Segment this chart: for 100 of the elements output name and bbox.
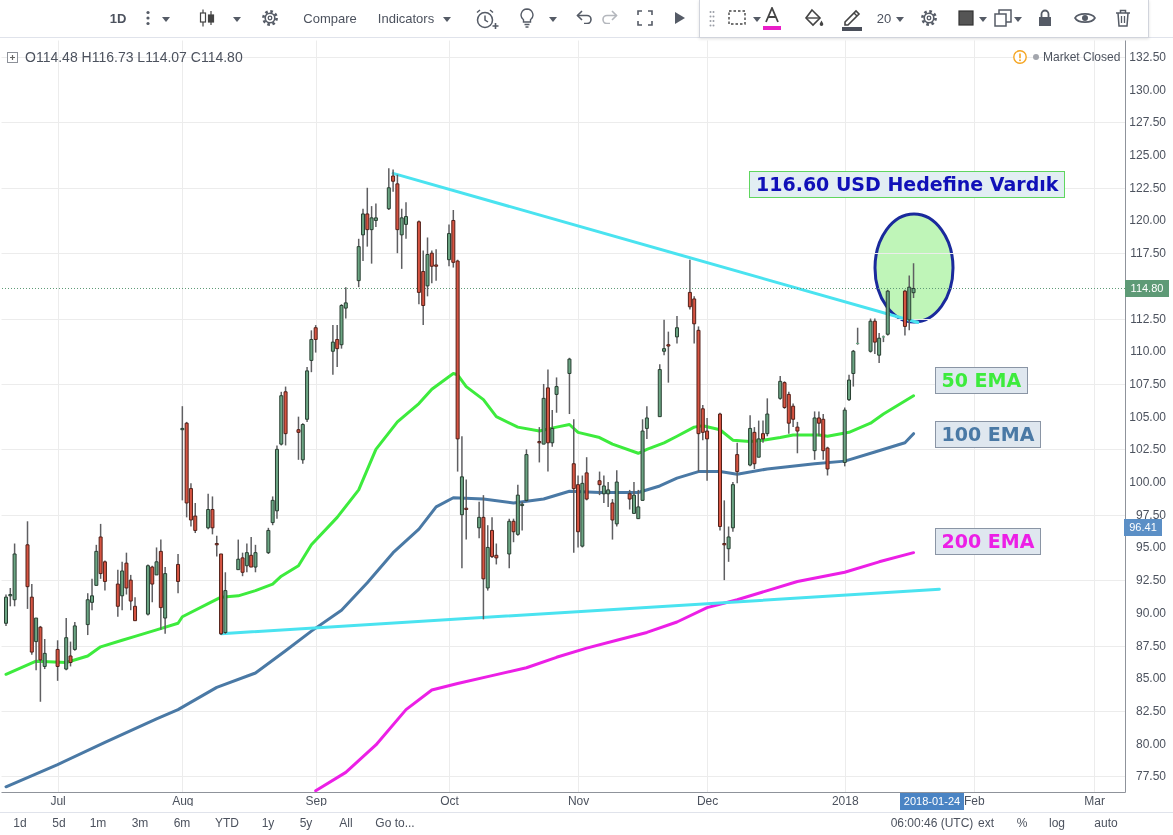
y-tick-label: 130.00 bbox=[1129, 82, 1167, 97]
candlestick bbox=[631, 481, 636, 515]
y-tick-label: 107.50 bbox=[1129, 376, 1167, 391]
text: % bbox=[1016, 816, 1028, 830]
y-tick-label: 90.00 bbox=[1135, 605, 1167, 620]
annotation: O114.48 H116.73 L114.07 C114.80 bbox=[25, 49, 243, 65]
x-tick-label: 2018 bbox=[831, 793, 859, 808]
candlestick bbox=[662, 319, 667, 356]
y-tick-label: 100.00 bbox=[1129, 475, 1167, 490]
y-tick-label: 110.00 bbox=[1130, 344, 1167, 359]
y-tick-label: 112.50 bbox=[1130, 311, 1167, 326]
candlestick bbox=[249, 536, 254, 568]
candlestick bbox=[42, 638, 47, 670]
x-tick-label: Nov bbox=[567, 793, 590, 808]
candlestick bbox=[68, 640, 73, 668]
x-tick-label: Dec bbox=[696, 793, 719, 808]
candlestick bbox=[296, 415, 301, 461]
candlestick bbox=[72, 621, 77, 652]
text: 2018-01-24 bbox=[900, 793, 964, 810]
y-tick-label: 80.00 bbox=[1135, 736, 1167, 751]
y-tick-label: 127.50 bbox=[1129, 115, 1167, 130]
candlestick bbox=[373, 202, 378, 228]
text: 20 bbox=[876, 10, 892, 26]
candlestick bbox=[236, 538, 241, 571]
text: auto bbox=[1094, 816, 1118, 830]
candlestick bbox=[761, 419, 765, 444]
text: 1m bbox=[89, 816, 107, 830]
text: Go to... bbox=[375, 816, 415, 830]
candlestick bbox=[313, 324, 318, 354]
candlestick bbox=[606, 481, 611, 508]
candlestick bbox=[150, 565, 155, 604]
y-tick-label: 117.50 bbox=[1130, 246, 1167, 261]
candlestick bbox=[309, 329, 314, 373]
text: 06:00:46 (UTC) bbox=[890, 816, 974, 830]
candlestick bbox=[330, 324, 335, 376]
candlestick bbox=[756, 419, 761, 458]
annotation: Market Closed bbox=[1043, 50, 1121, 64]
line-series bbox=[4, 432, 916, 789]
x-tick-label: Feb bbox=[963, 793, 985, 808]
y-tick-label: 85.00 bbox=[1135, 671, 1167, 686]
candlestick bbox=[369, 205, 374, 265]
series-label: 50 EMA bbox=[934, 367, 1029, 395]
candlestick bbox=[537, 426, 542, 464]
line-series bbox=[4, 372, 916, 676]
x-tick-label: Jul bbox=[50, 793, 66, 808]
x-tick-label: Oct bbox=[440, 793, 460, 808]
candlestick bbox=[176, 553, 181, 594]
y-tick-label: 87.50 bbox=[1135, 638, 1167, 653]
candlestick bbox=[674, 315, 679, 345]
candlestick bbox=[386, 167, 391, 211]
y-tick-label: 77.50 bbox=[1135, 769, 1167, 784]
candlestick bbox=[851, 349, 856, 388]
candlestick bbox=[554, 376, 559, 414]
ref-line-label: 114.80 bbox=[1125, 279, 1169, 297]
candlestick bbox=[735, 442, 740, 485]
candlestick bbox=[206, 493, 211, 530]
candlestick bbox=[266, 527, 271, 555]
x-tick-label: Mar bbox=[1084, 793, 1106, 808]
y-tick-label: 92.50 bbox=[1135, 573, 1167, 588]
y-tick-label: 132.50 bbox=[1129, 50, 1167, 64]
candlestick bbox=[511, 517, 516, 543]
candlestick bbox=[847, 374, 852, 402]
series-label: 100 EMA bbox=[934, 421, 1042, 449]
text: Compare bbox=[303, 10, 357, 26]
candlestick bbox=[434, 248, 439, 282]
y-tick-label: 125.00 bbox=[1129, 148, 1167, 163]
candlestick bbox=[34, 617, 39, 672]
y-tick-label: 120.00 bbox=[1129, 213, 1167, 228]
y-tick-label: 105.00 bbox=[1129, 409, 1167, 424]
text: 96.41 bbox=[1124, 519, 1162, 536]
text: Indicators bbox=[377, 10, 435, 26]
y-tick-label: 82.50 bbox=[1135, 703, 1167, 718]
text: 1d bbox=[13, 816, 27, 830]
candlestick bbox=[477, 500, 482, 540]
candlestick bbox=[601, 474, 606, 504]
y-tick-label: 95.00 bbox=[1135, 540, 1167, 555]
y-tick-label: 102.50 bbox=[1129, 442, 1167, 457]
text: 5d bbox=[52, 816, 66, 830]
candlestick bbox=[464, 478, 469, 541]
text: 3m bbox=[131, 816, 149, 830]
text: ext bbox=[977, 816, 995, 830]
y-tick-label: 122.50 bbox=[1129, 180, 1167, 195]
line-series bbox=[314, 551, 916, 792]
candlestick bbox=[210, 495, 215, 536]
candlestick bbox=[154, 546, 159, 576]
candlestick bbox=[722, 499, 727, 581]
text: All bbox=[339, 816, 353, 830]
text: log bbox=[1048, 816, 1066, 830]
text: YTD bbox=[215, 816, 239, 830]
candlestick bbox=[180, 405, 185, 502]
series-label: 200 EMA bbox=[934, 528, 1042, 556]
text: 1D bbox=[109, 10, 127, 26]
y-tick-label: 97.50 bbox=[1135, 507, 1167, 522]
text: 1y bbox=[261, 816, 275, 830]
text: 6m bbox=[173, 816, 191, 830]
text: 5y bbox=[299, 816, 313, 830]
candlestick bbox=[778, 375, 783, 401]
candlestick bbox=[365, 187, 370, 248]
candlestick bbox=[429, 249, 434, 285]
candlestick bbox=[404, 201, 409, 240]
